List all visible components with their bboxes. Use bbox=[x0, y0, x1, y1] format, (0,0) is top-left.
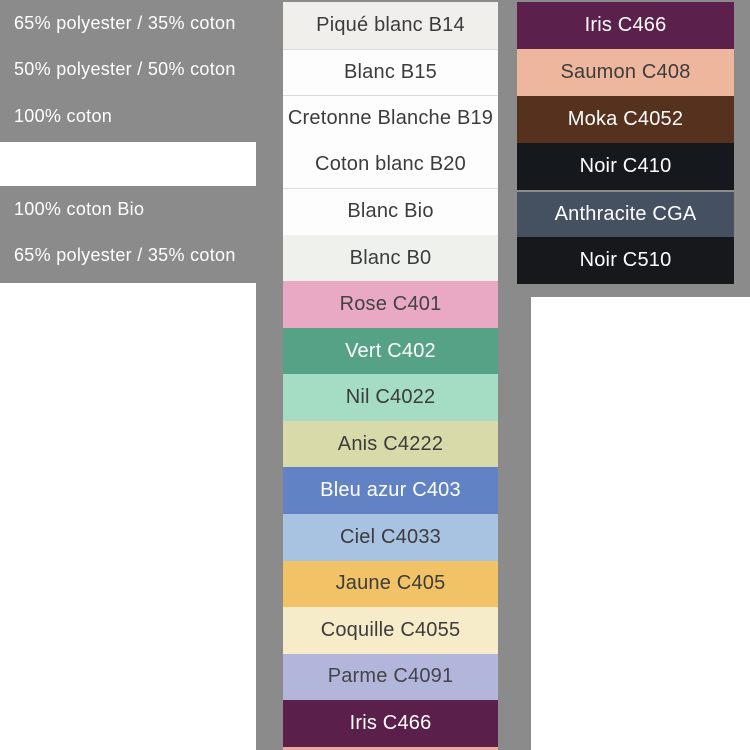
composition-label-65-polyester-35-coton: 65% polyester / 35% coton bbox=[14, 245, 236, 266]
composition-label-65-polyester-35-coton: 65% polyester / 35% coton bbox=[14, 12, 236, 33]
swatch-label: Blanc B15 bbox=[344, 60, 437, 83]
swatch-rose-c401: Rose C401 bbox=[283, 281, 498, 328]
swatch-label: Moka C4052 bbox=[567, 108, 684, 130]
swatch-vert-c402: Vert C402 bbox=[283, 327, 498, 375]
swatch-label: Blanc B0 bbox=[349, 246, 432, 269]
swatch-label: Iris C466 bbox=[349, 711, 432, 734]
swatch-anis-c4222: Anis C4222 bbox=[283, 420, 498, 468]
composition-label-100-coton: 100% coton bbox=[14, 105, 113, 126]
composition-label-50-polyester-50-coton: 50% polyester / 50% coton bbox=[14, 59, 236, 80]
swatch-cretonne-blanche-b19: Cretonne Blanche B19 bbox=[283, 95, 498, 142]
swatch-label: Noir C410 bbox=[579, 155, 672, 177]
swatch-label: Noir C510 bbox=[579, 249, 672, 271]
swatch-blanc-b0: Blanc B0 bbox=[283, 234, 498, 282]
swatch-label: Anis C4222 bbox=[337, 432, 444, 455]
swatch-label: Saumon C408 bbox=[560, 61, 691, 83]
left-panel-bg bbox=[0, 0, 283, 283]
swatch-label: Anthracite CGA bbox=[554, 203, 697, 225]
left-panel-white-gap bbox=[0, 142, 256, 186]
swatch-label: Piqué blanc B14 bbox=[316, 13, 465, 36]
swatch-label: Ciel C4033 bbox=[340, 525, 441, 548]
swatch-anthracite-cga: Anthracite CGA bbox=[517, 190, 734, 237]
swatch-label: Nil C4022 bbox=[345, 386, 436, 409]
swatch-label: Jaune C405 bbox=[335, 572, 446, 595]
swatch-noir-c410: Noir C410 bbox=[517, 143, 734, 190]
swatch-label: Blanc Bio bbox=[347, 200, 434, 223]
swatch-blanc-bio: Blanc Bio bbox=[283, 188, 498, 235]
next-swatch-peek bbox=[283, 747, 498, 750]
swatch-label: Iris C466 bbox=[584, 14, 667, 36]
swatch-blanc-b15: Blanc B15 bbox=[283, 48, 498, 96]
swatch-bleu-azur-c403: Bleu azur C403 bbox=[283, 467, 498, 515]
swatch-coton-blanc-b20: Coton blanc B20 bbox=[283, 141, 498, 189]
swatch-noir-c510: Noir C510 bbox=[517, 237, 734, 284]
swatch-iris-c466: Iris C466 bbox=[517, 2, 734, 49]
white-swatches-column: Piqué blanc B14 Blanc B15 Cretonne Blanc… bbox=[283, 2, 498, 747]
swatch-label: Coton blanc B20 bbox=[315, 153, 466, 176]
swatch-label: Vert C402 bbox=[345, 339, 436, 362]
swatch-coquille-c4055: Coquille C4055 bbox=[283, 607, 498, 654]
swatch-iris-c466: Iris C466 bbox=[283, 700, 498, 747]
composition-labels: 65% polyester / 35% coton 50% polyester /… bbox=[0, 0, 256, 279]
swatch-label: Bleu azur C403 bbox=[320, 479, 461, 502]
swatch-pique-blanc-b14: Piqué blanc B14 bbox=[283, 2, 498, 49]
swatch-label: Rose C401 bbox=[339, 293, 442, 316]
composition-label-empty bbox=[0, 140, 256, 187]
swatch-label: Coquille C4055 bbox=[320, 618, 461, 641]
swatch-parme-c4091: Parme C4091 bbox=[283, 653, 498, 701]
swatch-jaune-c405: Jaune C405 bbox=[283, 560, 498, 608]
swatch-label: Parme C4091 bbox=[327, 665, 454, 688]
swatch-label: Cretonne Blanche B19 bbox=[287, 107, 494, 130]
swatch-moka-c4052: Moka C4052 bbox=[517, 96, 734, 143]
dark-swatches-column: Iris C466 Saumon C408 Moka C4052 Noir C4… bbox=[517, 2, 734, 284]
composition-label-100-coton-bio: 100% coton Bio bbox=[14, 198, 145, 219]
swatch-ciel-c4033: Ciel C4033 bbox=[283, 514, 498, 561]
swatch-saumon-c408: Saumon C408 bbox=[517, 49, 734, 96]
swatch-nil-c4022: Nil C4022 bbox=[283, 374, 498, 421]
